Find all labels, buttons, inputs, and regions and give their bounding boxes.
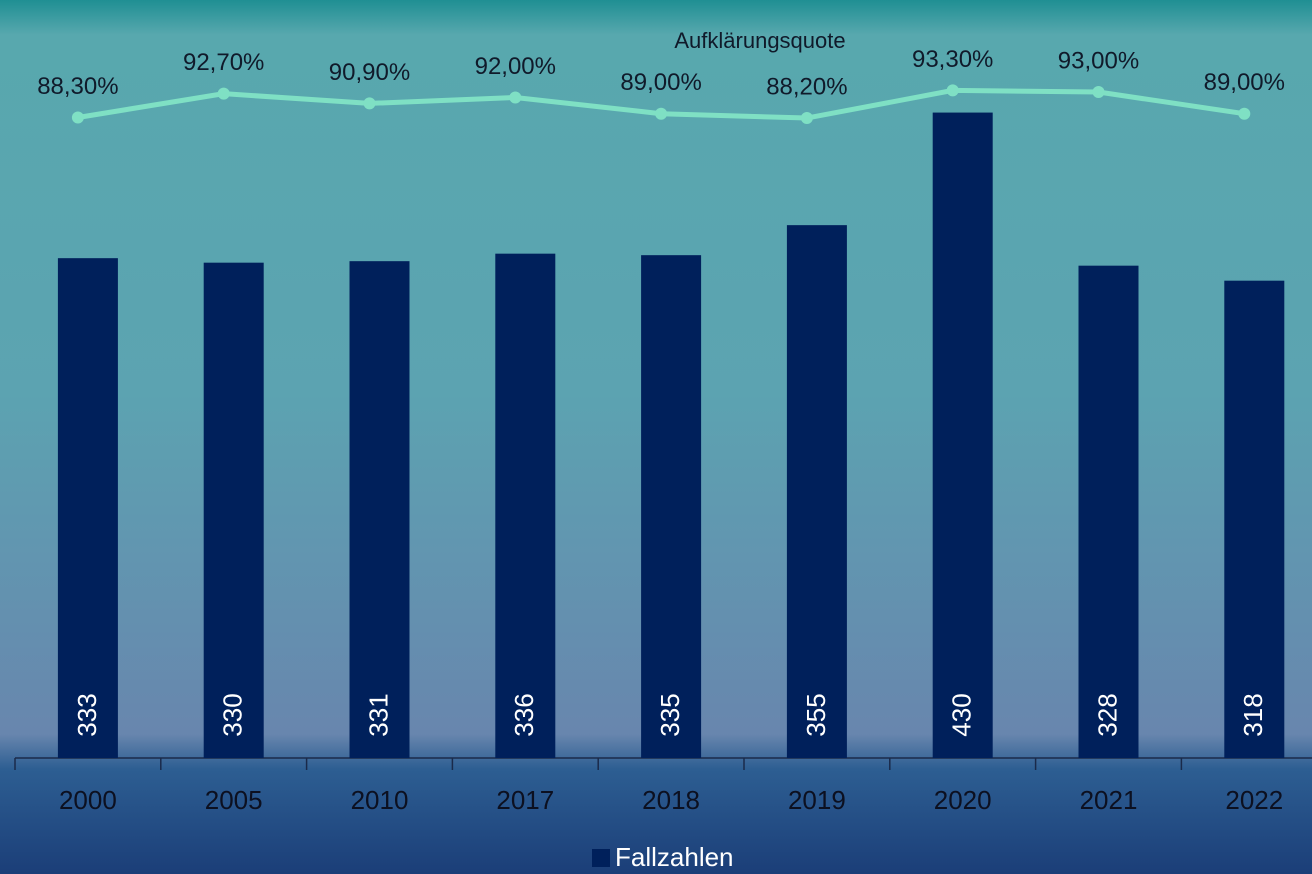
x-tick-label: 2005: [205, 785, 263, 815]
bar: [495, 253, 556, 758]
bar-value-label: 430: [947, 693, 977, 736]
bar-value-label: 336: [509, 693, 539, 736]
legend-label: Fallzahlen: [615, 842, 734, 872]
x-tick-label: 2010: [351, 785, 409, 815]
bar: [349, 261, 410, 758]
line-value-label: 89,00%: [1204, 69, 1285, 96]
bar: [641, 255, 702, 758]
line-value-label: 92,00%: [475, 53, 556, 80]
line-point: [363, 97, 376, 110]
line-value-label: 88,30%: [37, 73, 118, 100]
bar: [786, 225, 847, 759]
bar-value-label: 328: [1092, 693, 1122, 736]
bar: [1224, 280, 1285, 758]
bar: [57, 258, 118, 758]
bar-value-label: 331: [363, 693, 393, 736]
bar-value-label: 318: [1238, 693, 1268, 736]
line-point: [1092, 86, 1105, 99]
x-tick-label: 2017: [496, 785, 554, 815]
line-point: [946, 84, 959, 97]
line-point: [1238, 107, 1251, 120]
x-tick-label: 2019: [788, 785, 846, 815]
bar-value-label: 330: [218, 693, 248, 736]
x-tick-label: 2022: [1225, 785, 1283, 815]
bar: [203, 262, 264, 758]
line-point: [217, 87, 230, 100]
bar: [932, 112, 993, 758]
bar-value-label: 355: [801, 693, 831, 736]
line-value-label: 93,30%: [912, 46, 993, 73]
x-tick-label: 2021: [1080, 785, 1138, 815]
line-value-label: 93,00%: [1058, 47, 1139, 74]
line-point: [800, 112, 813, 125]
line-value-label: 92,70%: [183, 49, 264, 76]
x-tick-label: 2020: [934, 785, 992, 815]
bar-value-label: 335: [655, 693, 685, 736]
x-tick-label: 2018: [642, 785, 700, 815]
bar-value-label: 333: [72, 693, 102, 736]
line-value-label: 89,00%: [620, 69, 701, 96]
line-point: [71, 111, 84, 124]
line-value-label: 88,20%: [766, 73, 847, 100]
line-point: [655, 107, 668, 120]
bar: [1078, 265, 1139, 758]
x-tick-label: 2000: [59, 785, 117, 815]
line-value-label: 90,90%: [329, 59, 410, 86]
line-point: [509, 91, 522, 104]
series-label: Aufklärungsquote: [674, 28, 845, 53]
legend-swatch: [592, 849, 610, 867]
